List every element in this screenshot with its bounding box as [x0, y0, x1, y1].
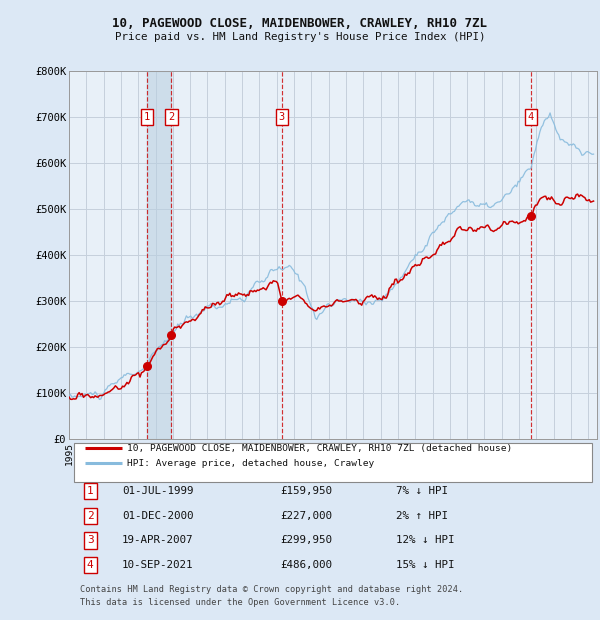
Text: Contains HM Land Registry data © Crown copyright and database right 2024.: Contains HM Land Registry data © Crown c… [80, 585, 463, 593]
FancyBboxPatch shape [74, 443, 592, 482]
Text: £227,000: £227,000 [280, 511, 332, 521]
Text: 12% ↓ HPI: 12% ↓ HPI [397, 536, 455, 546]
Text: 2% ↑ HPI: 2% ↑ HPI [397, 511, 448, 521]
Text: 10-SEP-2021: 10-SEP-2021 [122, 560, 193, 570]
Text: 4: 4 [527, 112, 534, 122]
Text: 10, PAGEWOOD CLOSE, MAIDENBOWER, CRAWLEY, RH10 7ZL: 10, PAGEWOOD CLOSE, MAIDENBOWER, CRAWLEY… [113, 17, 487, 30]
Text: This data is licensed under the Open Government Licence v3.0.: This data is licensed under the Open Gov… [80, 598, 400, 607]
Text: 7% ↓ HPI: 7% ↓ HPI [397, 486, 448, 496]
Text: 3: 3 [87, 536, 94, 546]
Text: 01-DEC-2000: 01-DEC-2000 [122, 511, 193, 521]
Text: 4: 4 [87, 560, 94, 570]
Bar [147, 71, 172, 440]
Text: 1: 1 [87, 486, 94, 496]
Text: 10, PAGEWOOD CLOSE, MAIDENBOWER, CRAWLEY, RH10 7ZL (detached house): 10, PAGEWOOD CLOSE, MAIDENBOWER, CRAWLEY… [127, 443, 512, 453]
Text: 01-JUL-1999: 01-JUL-1999 [122, 486, 193, 496]
Text: 2: 2 [87, 511, 94, 521]
Text: 2: 2 [169, 112, 175, 122]
Text: £159,950: £159,950 [280, 486, 332, 496]
Text: 19-APR-2007: 19-APR-2007 [122, 536, 193, 546]
Text: 3: 3 [279, 112, 285, 122]
Text: Price paid vs. HM Land Registry's House Price Index (HPI): Price paid vs. HM Land Registry's House … [115, 32, 485, 42]
Text: £486,000: £486,000 [280, 560, 332, 570]
Text: 1: 1 [144, 112, 150, 122]
Text: £299,950: £299,950 [280, 536, 332, 546]
Text: 15% ↓ HPI: 15% ↓ HPI [397, 560, 455, 570]
Text: HPI: Average price, detached house, Crawley: HPI: Average price, detached house, Craw… [127, 459, 374, 468]
